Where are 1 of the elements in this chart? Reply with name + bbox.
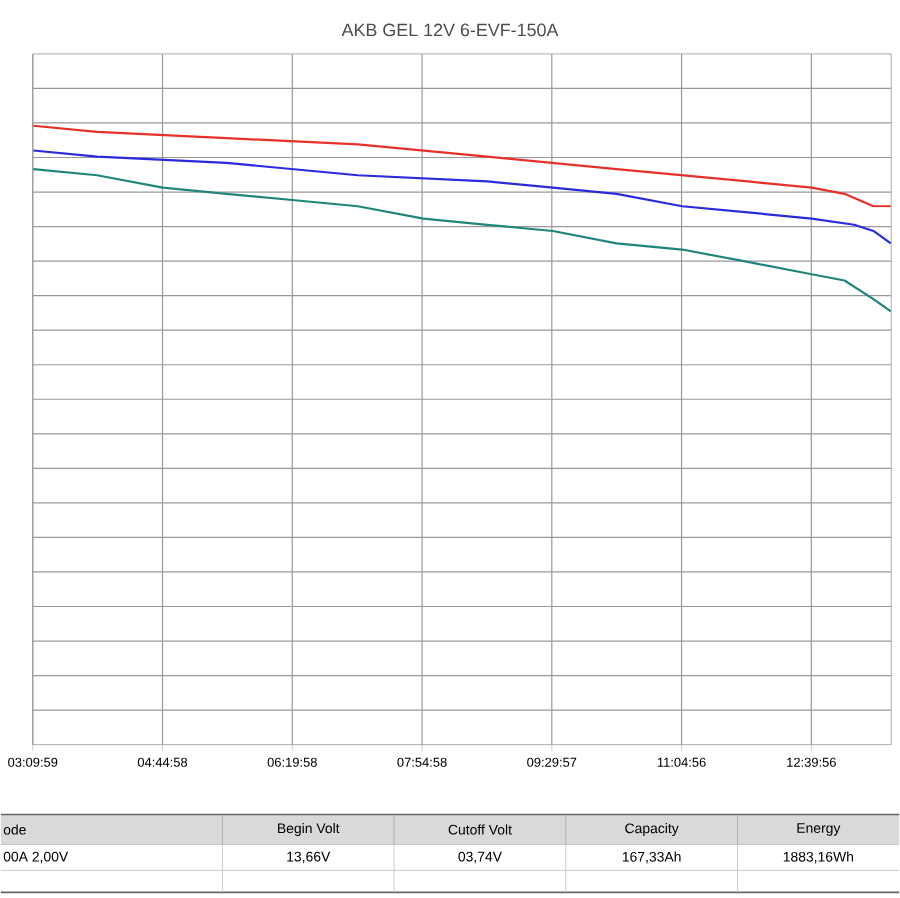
- chart-title: AKB GEL 12V 6-EVF-150A: [341, 23, 559, 37]
